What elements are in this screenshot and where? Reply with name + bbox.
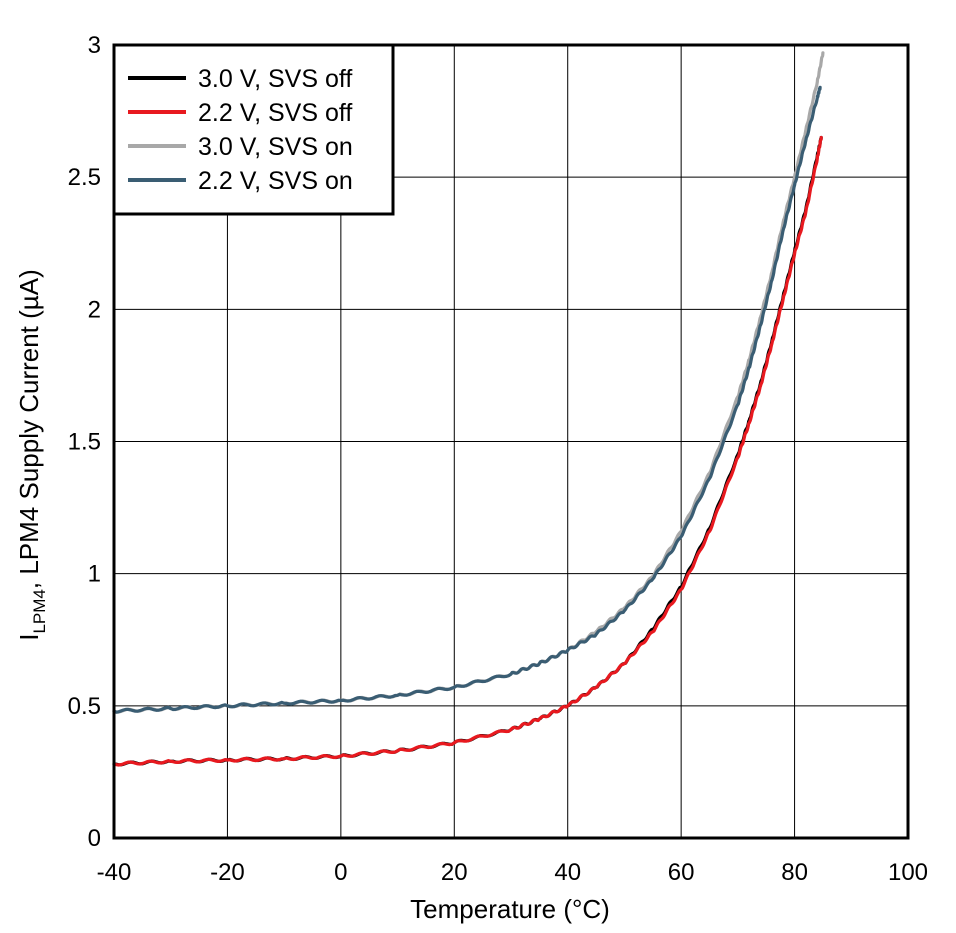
y-axis-title: ILPM4, LPM4 Supply Current (µA) xyxy=(14,269,49,641)
series-group xyxy=(112,51,825,767)
legend-box xyxy=(112,43,395,216)
x-tick-label: 80 xyxy=(781,859,808,886)
legend: 3.0 V, SVS off 2.2 V, SVS off 3.0 V, SVS o… xyxy=(112,43,395,216)
y-tick-label: 2.5 xyxy=(68,164,101,191)
legend-label-2: 2.2 V, SVS off xyxy=(198,99,352,127)
x-tick-label: 100 xyxy=(888,859,928,886)
x-tick-label: 60 xyxy=(668,859,695,886)
x-tick-label: 20 xyxy=(441,859,468,886)
y-tick-label: 1.5 xyxy=(68,429,101,456)
y-axis-title-subscript: LPM4 xyxy=(30,589,49,633)
x-tick-label: 0 xyxy=(334,859,347,886)
legend-label-3: 3.0 V, SVS on xyxy=(198,133,353,161)
y-tick-label: 1 xyxy=(88,561,101,588)
x-tick-label: 40 xyxy=(554,859,581,886)
series-line-1 xyxy=(112,135,823,767)
y-axis-title-main: I xyxy=(14,634,44,641)
x-axis-title: Temperature (°C) xyxy=(410,894,610,924)
y-axis-title-rest: , LPM4 Supply Current (µA) xyxy=(14,269,44,589)
y-tick-label: 0 xyxy=(88,825,101,852)
series-line-4 xyxy=(112,85,822,714)
y-tick-label: 3 xyxy=(88,32,101,59)
series-line-2 xyxy=(112,135,823,767)
x-tick-label: -40 xyxy=(97,859,132,886)
legend-label-1: 3.0 V, SVS off xyxy=(198,65,352,93)
y-tick-labels: 0 0.5 1 1.5 2 2.5 3 xyxy=(68,32,101,852)
x-tick-labels: -40 -20 0 20 40 60 80 100 xyxy=(97,859,928,886)
x-tick-label: -20 xyxy=(210,859,245,886)
grid xyxy=(113,44,909,839)
y-tick-label: 2 xyxy=(88,296,101,323)
legend-items: 3.0 V, SVS off 2.2 V, SVS off 3.0 V, SVS o… xyxy=(128,65,353,195)
legend-label-4: 2.2 V, SVS on xyxy=(198,167,353,195)
y-tick-label: 0.5 xyxy=(68,693,101,720)
plot-frame xyxy=(112,43,910,840)
